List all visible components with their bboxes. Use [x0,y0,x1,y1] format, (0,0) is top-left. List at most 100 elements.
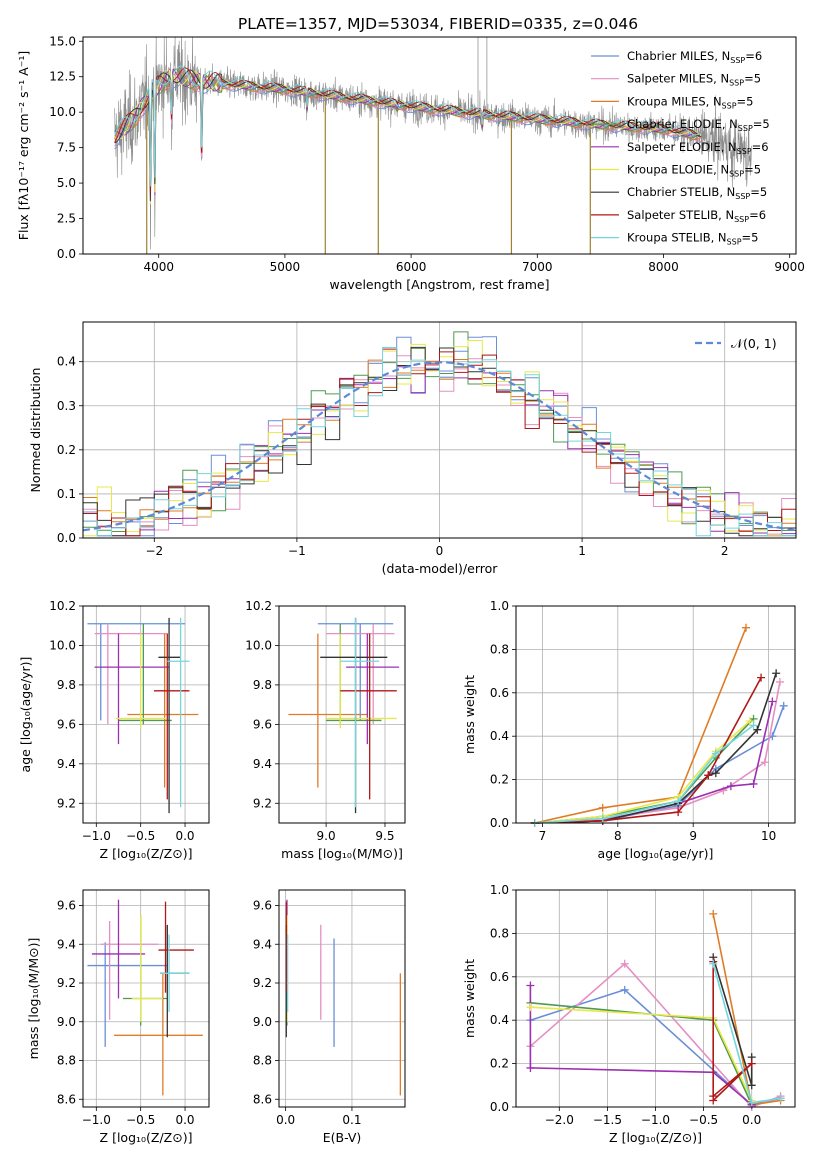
y-tick-label: 9.8 [57,678,76,692]
legend-label: Chabrier MILES, NSSP=6 [627,49,762,65]
axes-frame [515,889,796,1108]
y-tick-label: 0.4 [490,729,509,743]
x-axis-label: Z [log₁₀(Z/Z⊙)] [100,846,193,861]
x-tick-label: 1 [578,544,586,558]
y-tick-label: 8.8 [57,1054,76,1068]
plus-marker [776,1094,785,1103]
plus-marker [741,623,750,632]
y-axis-label: mass weight [462,959,477,1038]
plus-marker [674,797,683,806]
plus-marker [747,1098,756,1107]
spectrum-panel: 4000 5000 6000 7000 8000 9000 0.0 2.5 5.0 7.5 10.0… [16,34,805,292]
y-axis-label: mass weight [462,675,477,754]
plus-marker [726,782,735,791]
model-spectrum [114,69,702,202]
x-tick-label: 0.0 [742,1113,761,1127]
x-axis-label: mass [log₁₀(M/M⊙)] [281,846,403,861]
y-tick-label: 9.2 [253,796,272,810]
y-tick-label: 2.5 [57,212,76,226]
legend-label: Kroupa MILES, NSSP=5 [627,94,753,110]
x-tick-label: 0.1 [342,1113,361,1127]
x-tick-label: 8000 [648,260,679,274]
plus-marker [526,1063,535,1072]
x-axis-label: Z [log₁₀(Z/Z⊙)] [609,1130,702,1145]
x-tick-label: −0.5 [126,1113,155,1127]
y-tick-label: 12.5 [49,70,76,84]
axes-frame [82,36,797,255]
y-tick-label: 10.0 [49,638,76,652]
y-tick-label: 9.6 [253,899,272,913]
legend-label: Chabrier ELODIE, NSSP=5 [627,117,770,133]
x-tick-label: −1.5 [593,1113,622,1127]
plus-marker [760,758,769,767]
x-tick-label: 9 [689,829,697,843]
plus-marker [753,725,762,734]
y-tick-label: 8.6 [57,1092,76,1106]
y-axis-label: mass [log₁₀(M/M⊙)] [26,938,41,1060]
axes-frame [82,605,210,824]
series-line [534,627,747,824]
x-axis-label: Z [log₁₀(Z/Z⊙)] [100,1130,193,1145]
x-tick-label: 10 [761,829,776,843]
y-tick-label: 1.0 [490,599,509,613]
x-tick-label: 9000 [774,260,805,274]
y-tick-label: 9.4 [57,757,76,771]
x-tick-label: −0.5 [689,1113,718,1127]
x-tick-label: −1.0 [82,829,111,843]
plus-marker [779,701,788,710]
y-tick-label: 0.8 [490,642,509,656]
axes-frame [82,321,797,539]
y-tick-label: 7.5 [57,141,76,155]
x-tick-label: 5000 [270,260,301,274]
plus-marker [526,981,535,990]
axes-frame [278,605,406,824]
plus-marker [709,959,718,968]
y-tick-label: 1.0 [490,883,509,897]
x-tick-label: 9.5 [375,829,394,843]
y-tick-label: 0.2 [57,443,76,457]
x-axis-label: E(B-V) [323,1130,362,1145]
legend-label: 𝒩(0, 1) [731,336,777,351]
plus-marker [709,909,718,918]
plus-marker [711,749,720,758]
model-spectrum [114,67,702,193]
plus-marker [526,1003,535,1012]
series-line [529,962,781,1108]
plus-marker [704,771,713,780]
legend-label: Salpeter ELODIE, NSSP=6 [627,140,769,156]
y-tick-label: 9.6 [57,899,76,913]
plus-marker [674,808,683,817]
y-tick-label: 0.0 [490,816,509,830]
x-tick-label: 0.0 [175,829,194,843]
y-tick-label: 15.0 [49,34,76,48]
series-line [534,701,774,824]
plus-marker [772,669,781,678]
y-tick-label: 10.2 [245,599,272,613]
y-tick-label: 9.2 [253,976,272,990]
y-tick-label: 0.6 [490,970,509,984]
plus-marker [620,985,629,994]
y-tick-label: 9.4 [253,937,272,951]
x-axis-label: (data-model)/error [382,561,499,576]
y-tick-label: 8.8 [253,1054,272,1068]
x-tick-label: 2 [721,544,729,558]
histogram-series [83,348,796,537]
y-tick-label: 0.0 [57,531,76,545]
plus-marker [709,1096,718,1105]
plus-marker [775,677,784,686]
y-tick-label: 0.3 [57,399,76,413]
y-axis-label: age [log₁₀(age/yr)] [18,657,33,773]
y-tick-label: 10.0 [245,638,272,652]
plus-marker [757,673,766,682]
y-tick-label: 8.6 [253,1092,272,1106]
legend-label: Chabrier STELIB, NSSP=5 [627,185,767,201]
y-tick-label: 9.6 [253,717,272,731]
age_vs_mass-panel: 9.0 9.5 9.2 9.4 9.6 9.8 10.0 10.2 mass [log₁₀(M/… [245,599,406,861]
plus-marker [598,803,607,812]
x-tick-label: 0.0 [276,1113,295,1127]
y-tick-label: 0.8 [490,926,509,940]
normal-curve [82,361,797,532]
y-tick-label: 0.0 [490,1100,509,1114]
x-tick-label: −2.0 [545,1113,574,1127]
x-tick-label: −1.0 [641,1113,670,1127]
